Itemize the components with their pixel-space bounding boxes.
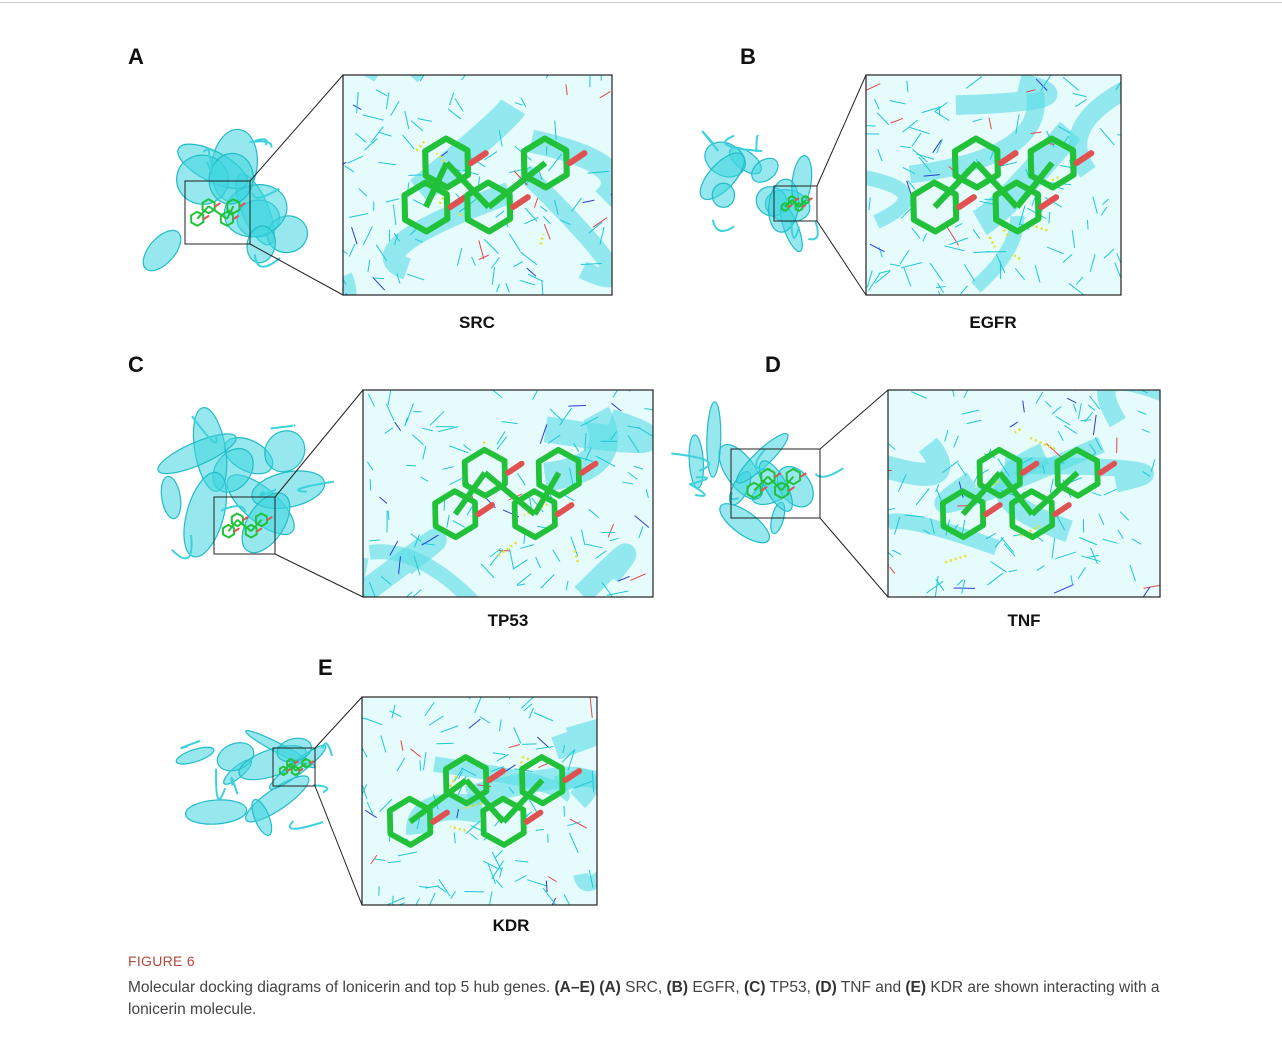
residue-stick [346, 294, 351, 310]
residue-stick [546, 881, 547, 892]
ligand-oxygen [204, 216, 208, 219]
zoom-line [820, 518, 888, 597]
caption-bold: (B) [666, 979, 688, 996]
caption-bold: (A–E) (A) [555, 979, 621, 996]
figure-caption: Molecular docking diagrams of lonicerin … [128, 977, 1188, 1021]
zoom-line [250, 75, 343, 181]
protein-loop [808, 222, 818, 240]
ligand-oxygen [295, 762, 298, 764]
zoom-line [275, 554, 363, 597]
ligand-oxygen [235, 529, 239, 532]
gene-label: EGFR [969, 313, 1016, 332]
caption-text: TP53, [766, 979, 816, 996]
residue-stick [568, 405, 586, 406]
panel-letter: C [128, 352, 144, 377]
ligand-oxygen [803, 205, 805, 207]
panel-letter: D [765, 352, 781, 377]
gene-label: TP53 [488, 611, 529, 630]
ligand-oxygen [789, 205, 791, 207]
ligand-oxygen [216, 203, 220, 206]
residue-stick [408, 175, 422, 176]
protein-helix [185, 798, 248, 826]
ligand-oxygen [796, 198, 798, 200]
zoom-line [820, 390, 888, 449]
protein-loop [756, 136, 758, 152]
ligand-oxygen [300, 769, 303, 771]
gene-label: SRC [459, 313, 495, 332]
figure-image: A SRC B EGFR C TP53 D TNF E KDR [0, 0, 1282, 950]
panel-letter: A [128, 44, 144, 69]
protein-helix [712, 183, 735, 208]
panel: E KDR [174, 655, 678, 935]
residue-stick [374, 278, 384, 279]
ligand-oxygen [809, 198, 811, 200]
ribbon [363, 55, 426, 76]
residue-stick [522, 744, 537, 745]
panel-letter: E [318, 655, 333, 680]
caption-text: TNF and [837, 979, 906, 996]
caption-text: Molecular docking diagrams of lonicerin … [128, 979, 555, 996]
zoom-line [817, 75, 866, 186]
protein-loop [181, 741, 200, 748]
caption-bold: (C) [744, 979, 766, 996]
protein-loop [713, 220, 734, 231]
ligand-oxygen [310, 762, 313, 764]
gene-label: KDR [493, 916, 530, 935]
caption-text: EGFR, [688, 979, 744, 996]
residue-stick [436, 743, 453, 744]
panel: A SRC [128, 44, 621, 356]
panel: B EGFR [693, 44, 1136, 332]
panel-letter: B [740, 44, 756, 69]
gene-label: TNF [1007, 611, 1040, 630]
zoom-line [817, 221, 866, 295]
residue-stick [922, 596, 926, 614]
protein-loop [290, 821, 323, 829]
residue-stick [857, 236, 866, 242]
figure-page: A SRC B EGFR C TP53 D TNF E KDR FIGURE 6 Molecula… [0, 0, 1282, 1050]
caption-bold: (D) [815, 979, 837, 996]
protein-helix [159, 475, 184, 520]
zoom-view [354, 689, 678, 915]
figure-label: FIGURE 6 [128, 953, 195, 969]
panel: C TP53 [128, 352, 658, 669]
zoom-line [250, 244, 343, 295]
caption-bold: (E) [905, 979, 926, 996]
residue-stick [1087, 220, 1088, 229]
protein-loop [271, 425, 295, 428]
caption-text: SRC, [621, 979, 667, 996]
zoom-line [315, 786, 362, 905]
panel: D TNF [671, 352, 1176, 630]
zoom-view [820, 378, 1176, 614]
ligand-oxygen [288, 769, 291, 771]
zoom-line [315, 697, 362, 748]
residue-stick [1075, 378, 1083, 391]
ribbon [219, 276, 348, 356]
protein-helix [136, 224, 187, 278]
